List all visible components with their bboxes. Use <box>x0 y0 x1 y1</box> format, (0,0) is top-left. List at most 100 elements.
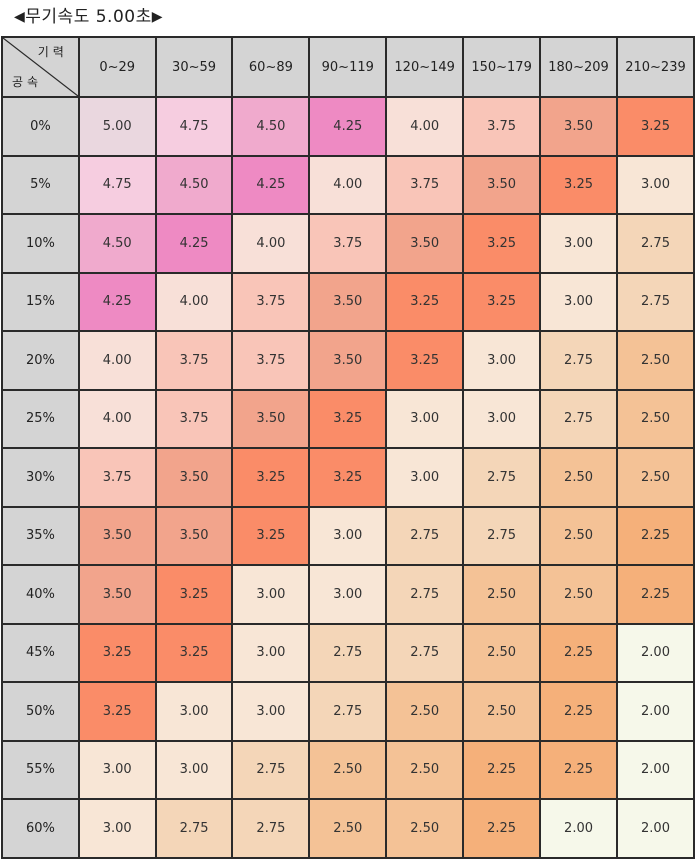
value-cell: 4.00 <box>385 96 465 157</box>
value-cell: 2.50 <box>308 739 388 800</box>
value-cell: 3.25 <box>77 681 157 742</box>
value-cell: 3.25 <box>462 213 542 274</box>
value-cell: 2.50 <box>385 681 465 742</box>
table-row: 30% 3.75 3.50 3.25 3.25 3.00 2.75 2.50 2.50 <box>1 447 695 508</box>
diagonal-divider <box>3 38 78 96</box>
value-cell: 2.25 <box>615 564 695 625</box>
triangle-right-icon: ▶ <box>151 9 164 25</box>
row-header: 0% <box>1 96 80 157</box>
value-cell: 2.50 <box>385 739 465 800</box>
row-header: 20% <box>1 330 80 391</box>
value-cell: 3.00 <box>308 505 388 566</box>
value-cell: 4.75 <box>77 154 157 215</box>
value-cell: 2.50 <box>539 564 618 625</box>
value-cell: 4.00 <box>231 213 311 274</box>
value-cell: 3.75 <box>462 96 542 157</box>
value-cell: 2.50 <box>308 798 388 859</box>
value-cell: 3.00 <box>77 739 157 800</box>
corner-header: 기력 공속 <box>1 36 80 98</box>
value-cell: 3.50 <box>231 388 311 449</box>
value-cell: 3.75 <box>308 213 388 274</box>
row-header: 40% <box>1 564 80 625</box>
value-cell: 4.25 <box>77 271 157 332</box>
row-header: 30% <box>1 447 80 508</box>
value-cell: 2.00 <box>615 681 695 742</box>
value-cell: 3.25 <box>308 388 388 449</box>
value-cell: 3.00 <box>231 681 311 742</box>
value-cell: 2.50 <box>539 505 618 566</box>
value-cell: 2.75 <box>539 330 618 391</box>
value-cell: 3.25 <box>308 447 388 508</box>
value-cell: 4.25 <box>308 96 388 157</box>
value-cell: 3.25 <box>385 330 465 391</box>
value-cell: 3.50 <box>462 154 542 215</box>
value-cell: 2.75 <box>615 271 695 332</box>
page-title: ◀무기속도 5.00초▶ <box>14 4 163 30</box>
row-header: 10% <box>1 213 80 274</box>
table-row: 55% 3.00 3.00 2.75 2.50 2.50 2.25 2.25 2.00 <box>1 739 695 800</box>
value-cell: 2.75 <box>385 505 465 566</box>
row-header: 25% <box>1 388 80 449</box>
value-cell: 4.00 <box>77 388 157 449</box>
value-cell: 2.75 <box>308 622 388 683</box>
value-cell: 3.50 <box>308 330 388 391</box>
value-cell: 3.00 <box>77 798 157 859</box>
value-cell: 2.50 <box>385 798 465 859</box>
value-cell: 2.25 <box>539 739 618 800</box>
value-cell: 3.75 <box>154 388 234 449</box>
column-header: 180~209 <box>539 36 618 98</box>
value-cell: 3.00 <box>154 681 234 742</box>
table-row: 20% 4.00 3.75 3.75 3.50 3.25 3.00 2.75 2.50 <box>1 330 695 391</box>
value-cell: 3.25 <box>231 505 311 566</box>
value-cell: 2.25 <box>462 798 542 859</box>
value-cell: 3.75 <box>385 154 465 215</box>
corner-label-attack-speed: 공속 <box>12 75 43 89</box>
row-header: 55% <box>1 739 80 800</box>
value-cell: 2.00 <box>615 798 695 859</box>
column-header: 30~59 <box>154 36 234 98</box>
value-cell: 3.75 <box>154 330 234 391</box>
value-cell: 4.50 <box>154 154 234 215</box>
table-row: 0% 5.00 4.75 4.50 4.25 4.00 3.75 3.50 3.25 <box>1 96 695 157</box>
value-cell: 3.00 <box>308 564 388 625</box>
value-cell: 3.00 <box>615 154 695 215</box>
value-cell: 3.25 <box>154 622 234 683</box>
value-cell: 3.25 <box>231 447 311 508</box>
value-cell: 3.00 <box>462 330 542 391</box>
value-cell: 2.25 <box>539 622 618 683</box>
row-header: 60% <box>1 798 80 859</box>
value-cell: 2.50 <box>462 681 542 742</box>
value-cell: 4.00 <box>154 271 234 332</box>
value-cell: 2.75 <box>385 564 465 625</box>
value-cell: 2.75 <box>462 447 542 508</box>
row-header: 35% <box>1 505 80 566</box>
value-cell: 4.25 <box>231 154 311 215</box>
value-cell: 3.00 <box>385 388 465 449</box>
value-cell: 3.00 <box>539 271 618 332</box>
value-cell: 4.00 <box>308 154 388 215</box>
value-cell: 2.25 <box>539 681 618 742</box>
table-row: 15% 4.25 4.00 3.75 3.50 3.25 3.25 3.00 2.75 <box>1 271 695 332</box>
value-cell: 3.50 <box>77 505 157 566</box>
value-cell: 3.25 <box>615 96 695 157</box>
value-cell: 3.50 <box>385 213 465 274</box>
value-cell: 2.50 <box>462 564 542 625</box>
corner-label-energy: 기력 <box>37 45 68 59</box>
value-cell: 3.25 <box>154 564 234 625</box>
table-row: 45% 3.25 3.25 3.00 2.75 2.75 2.50 2.25 2.00 <box>1 622 695 683</box>
value-cell: 2.75 <box>154 798 234 859</box>
value-cell: 3.25 <box>77 622 157 683</box>
row-header: 5% <box>1 154 80 215</box>
row-header: 15% <box>1 271 80 332</box>
value-cell: 2.50 <box>462 622 542 683</box>
value-cell: 2.75 <box>385 622 465 683</box>
row-header: 45% <box>1 622 80 683</box>
value-cell: 3.00 <box>231 622 311 683</box>
value-cell: 2.75 <box>308 681 388 742</box>
table-row: 40% 3.50 3.25 3.00 3.00 2.75 2.50 2.50 2.25 <box>1 564 695 625</box>
value-cell: 2.25 <box>462 739 542 800</box>
column-header: 210~239 <box>615 36 695 98</box>
value-cell: 3.00 <box>462 388 542 449</box>
value-cell: 3.75 <box>77 447 157 508</box>
triangle-left-icon: ◀ <box>14 9 26 25</box>
